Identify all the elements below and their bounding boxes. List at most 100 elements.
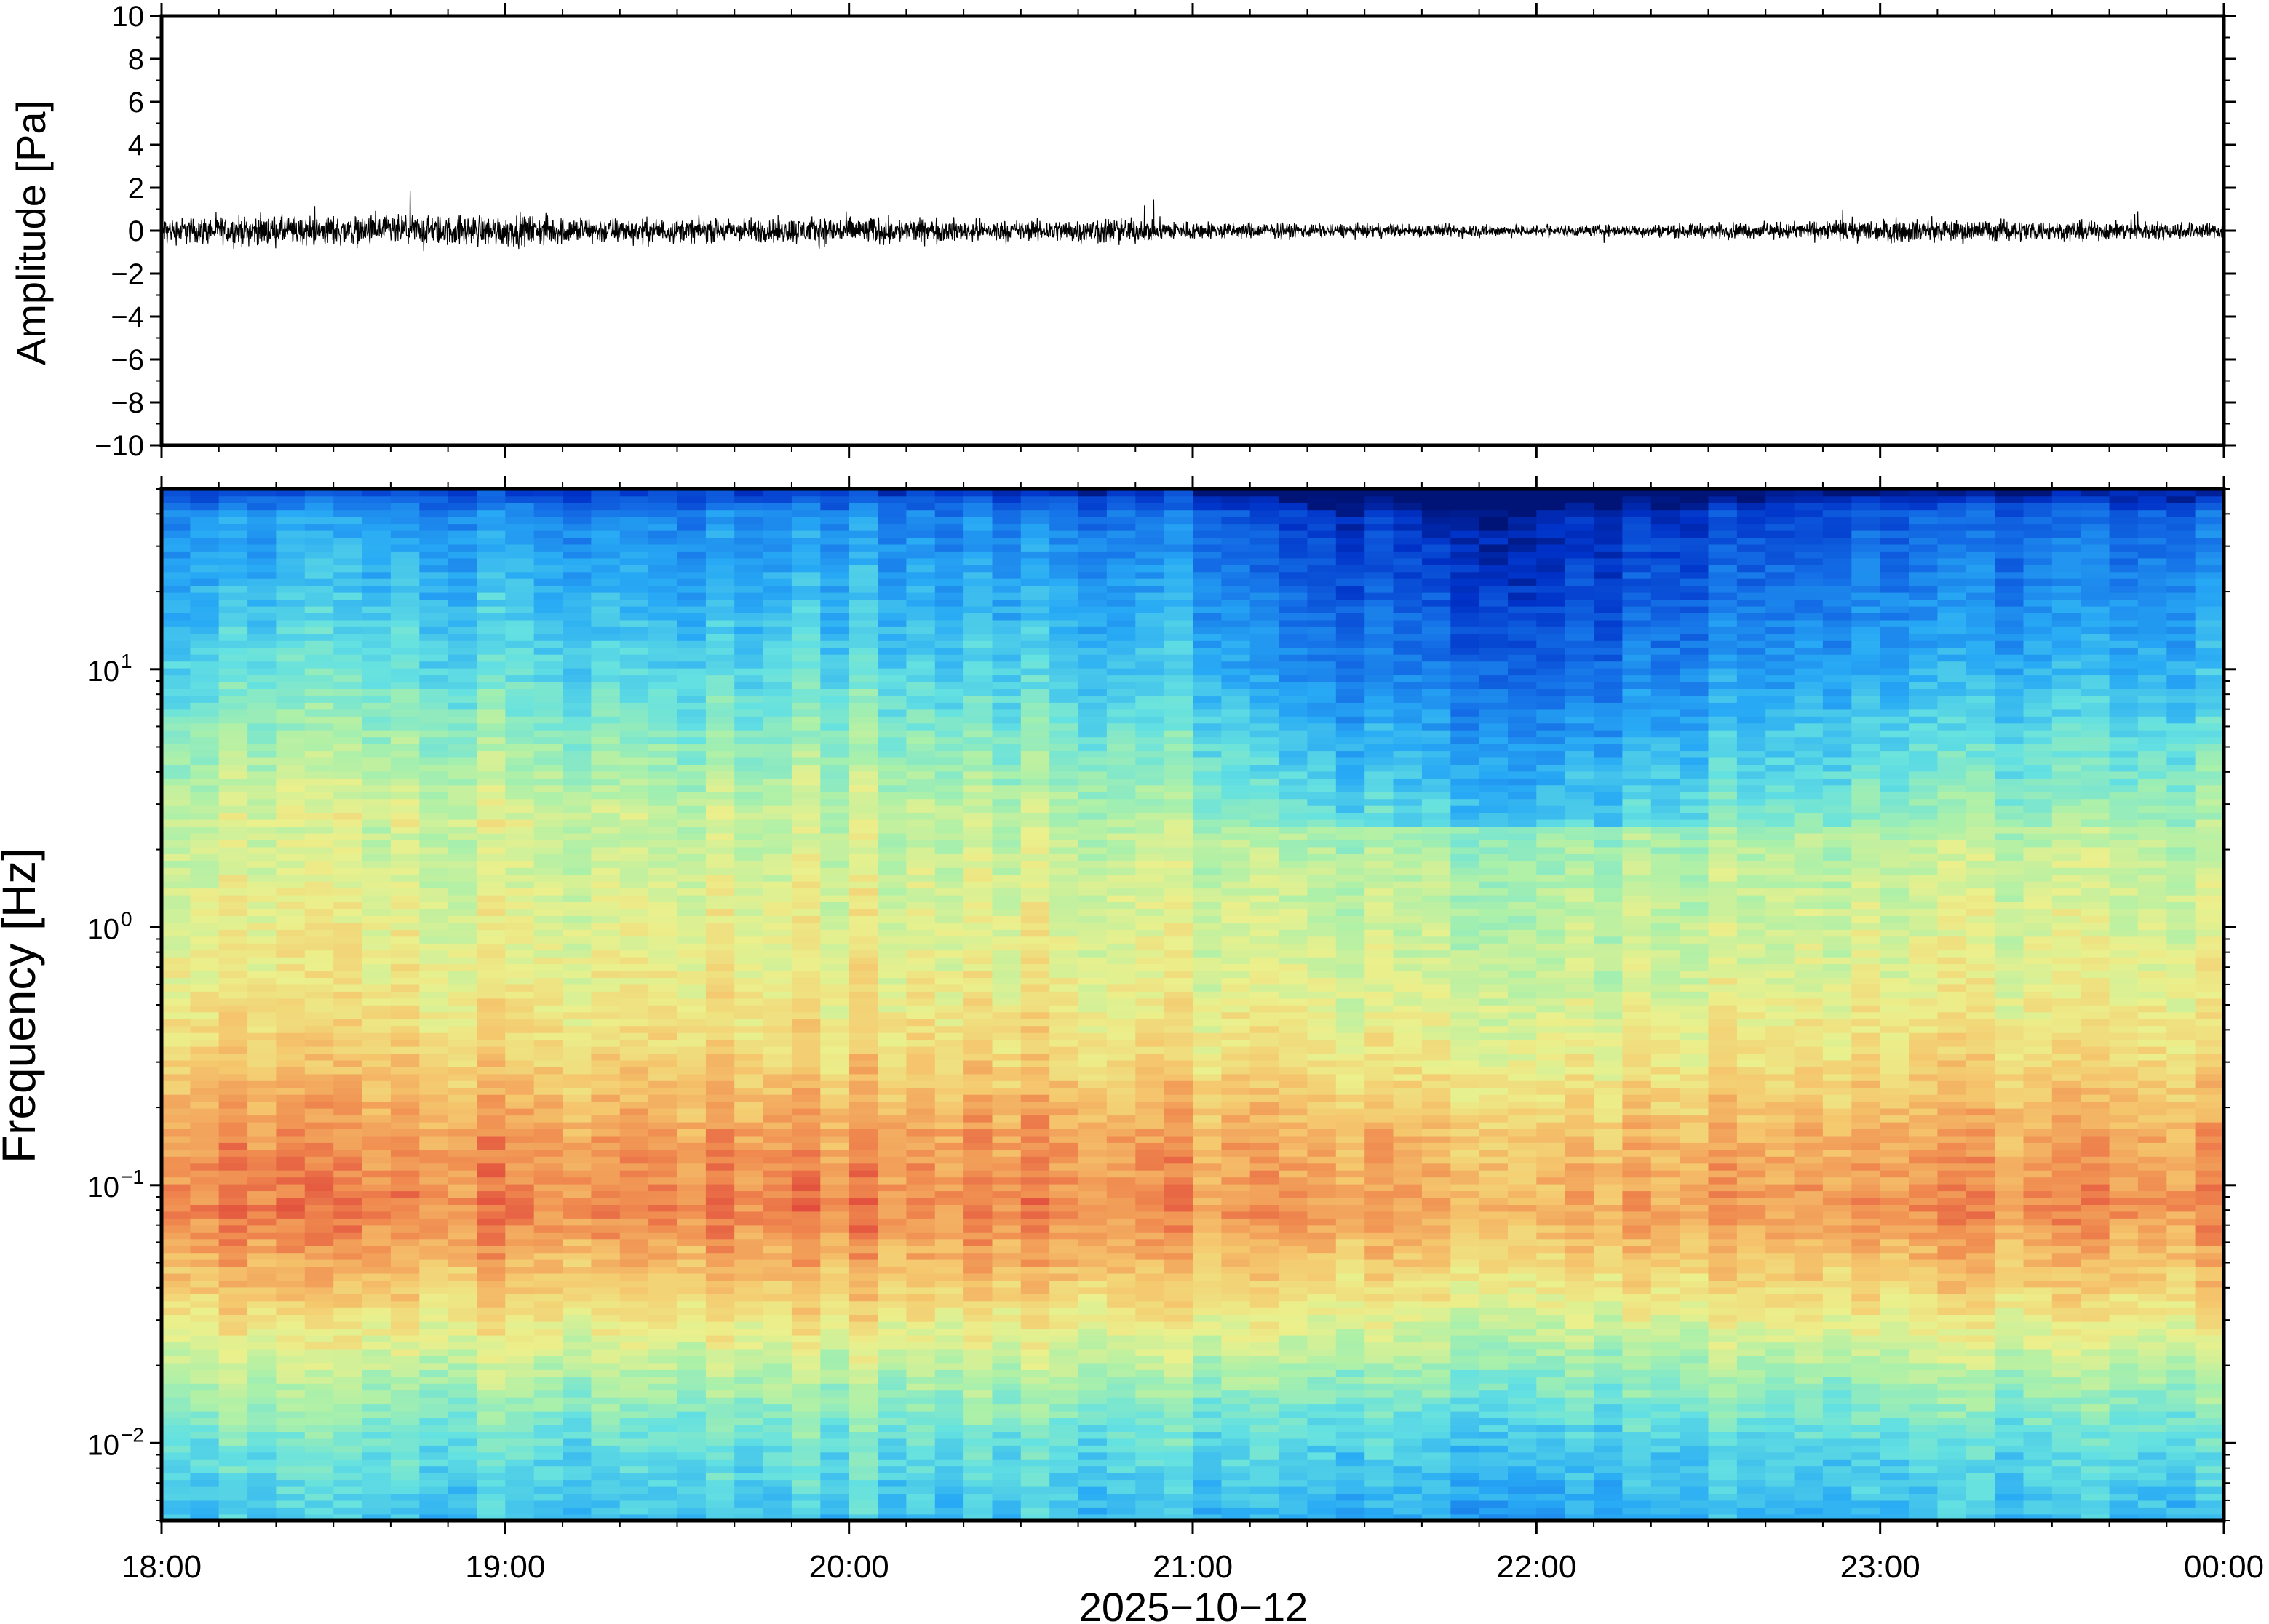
spectrogram-cell	[390, 647, 421, 655]
spectrogram-cell	[591, 489, 621, 497]
spectrogram-cell	[563, 1334, 592, 1343]
spectrogram-cell	[963, 1039, 993, 1047]
spectrogram-cell	[763, 1087, 792, 1095]
spectrogram-cell	[763, 1163, 792, 1171]
spectrogram-cell	[992, 1479, 1022, 1487]
spectrogram-cell	[362, 1396, 392, 1405]
spectrogram-cell	[1078, 1169, 1108, 1178]
spectrogram-cell	[333, 1087, 363, 1095]
spectrogram-cell	[992, 1314, 1022, 1322]
spectrogram-cell	[734, 537, 764, 545]
spectrogram-cell	[963, 819, 993, 827]
spectrogram-cell	[533, 619, 563, 627]
spectrogram-cell	[505, 1486, 535, 1494]
spectrogram-cell	[304, 832, 334, 840]
spectrogram-cell	[563, 894, 592, 902]
spectrogram-cell	[934, 1342, 964, 1350]
spectrogram-cell	[390, 771, 421, 779]
spectrogram-cell	[705, 998, 736, 1006]
spectrogram-cell	[477, 826, 506, 834]
spectrogram-cell	[648, 1486, 678, 1494]
spectrogram-cell	[533, 1342, 563, 1350]
spectrogram-cell	[333, 1121, 363, 1129]
spectrogram-cell	[763, 626, 792, 634]
spectrogram-cell	[304, 653, 334, 662]
spectrogram-cell	[705, 585, 736, 593]
spectrogram-cell	[619, 537, 649, 545]
spectrogram-cell	[619, 1011, 649, 1019]
spectrogram-cell	[477, 1101, 506, 1109]
spectrogram-cell	[705, 798, 736, 806]
spectrogram-cell	[247, 1321, 277, 1329]
spectrogram-cell	[448, 950, 477, 958]
spectrogram-cell	[878, 936, 907, 944]
spectrogram-cell	[419, 915, 449, 923]
spectrogram-cell	[247, 1129, 277, 1137]
spectrogram-cell	[419, 1342, 449, 1350]
spectrogram-cell	[247, 1507, 277, 1515]
spectrogram-cell	[820, 1445, 850, 1453]
spectrogram-cell	[934, 867, 964, 875]
spectrogram-cell	[247, 1005, 277, 1013]
spectrogram-cell	[1049, 1053, 1079, 1061]
spectrogram-cell	[448, 888, 477, 896]
spectrogram-cell	[677, 853, 707, 861]
spectrogram-cell	[934, 1300, 964, 1308]
spectrogram-cell	[333, 757, 363, 765]
spectrogram-cell	[563, 998, 592, 1006]
spectrogram-cell	[591, 1390, 621, 1398]
spectrogram-cell	[992, 956, 1022, 965]
spectrogram-cell	[705, 984, 736, 992]
spectrogram-cell	[705, 1500, 736, 1508]
spectrogram-cell	[1049, 970, 1079, 978]
spectrogram-cell	[849, 1259, 878, 1267]
spectrogram-cell	[906, 640, 936, 648]
spectrogram-cell	[906, 1369, 936, 1377]
spectrogram-cell	[533, 908, 563, 916]
spectrogram-cell	[505, 1452, 535, 1460]
spectrogram-cell	[1020, 1183, 1050, 1192]
spectrogram-cell	[878, 647, 907, 655]
spectrogram-cell	[333, 633, 363, 641]
spectrogram-cell	[734, 922, 764, 930]
spectrogram-cell	[648, 1107, 678, 1116]
spectrogram-cell	[591, 1101, 621, 1109]
spectrogram-cell	[390, 1390, 421, 1398]
spectrogram-cell	[247, 1115, 277, 1123]
spectrogram-cell	[1049, 1314, 1079, 1322]
spectrogram-cell	[362, 578, 392, 586]
spectrogram-cell	[190, 1039, 220, 1047]
spectrogram-cell	[247, 1294, 277, 1302]
spectrogram-cell	[1020, 661, 1050, 669]
spectrogram-cell	[563, 1286, 592, 1294]
spectrogram-cell	[934, 1005, 964, 1013]
spectrogram-cell	[477, 557, 506, 565]
spectrogram-cell	[276, 984, 306, 992]
spectrogram-cell	[276, 743, 306, 752]
spectrogram-cell	[1078, 1404, 1108, 1412]
spectrogram-cell	[963, 880, 993, 889]
spectrogram-cell	[878, 667, 907, 676]
spectrogram-cell	[563, 489, 592, 497]
spectrogram-cell	[849, 557, 878, 565]
spectrogram-cell	[477, 743, 506, 752]
spectrogram-cell	[190, 557, 220, 565]
spectrogram-cell	[218, 1011, 248, 1019]
spectrogram-cell	[304, 1369, 334, 1377]
spectrogram-cell	[1078, 1107, 1108, 1116]
spectrogram-cell	[906, 1493, 936, 1501]
spectrogram-cell	[648, 812, 678, 820]
spectrogram-cell	[563, 1032, 592, 1040]
spectrogram-cell	[878, 1046, 907, 1054]
spectrogram-cell	[791, 963, 822, 971]
spectrogram-cell	[448, 1369, 477, 1377]
spectrogram-cell	[448, 880, 477, 889]
spectrogram-cell	[533, 1218, 563, 1226]
spectrogram-cell	[934, 688, 964, 696]
spectrogram-cell	[677, 1321, 707, 1329]
spectrogram-cell	[849, 936, 878, 944]
spectrogram-cell	[992, 502, 1022, 511]
spectrogram-cell	[563, 1101, 592, 1109]
spectrogram-cell	[906, 1307, 936, 1315]
spectrogram-cell	[505, 1232, 535, 1240]
